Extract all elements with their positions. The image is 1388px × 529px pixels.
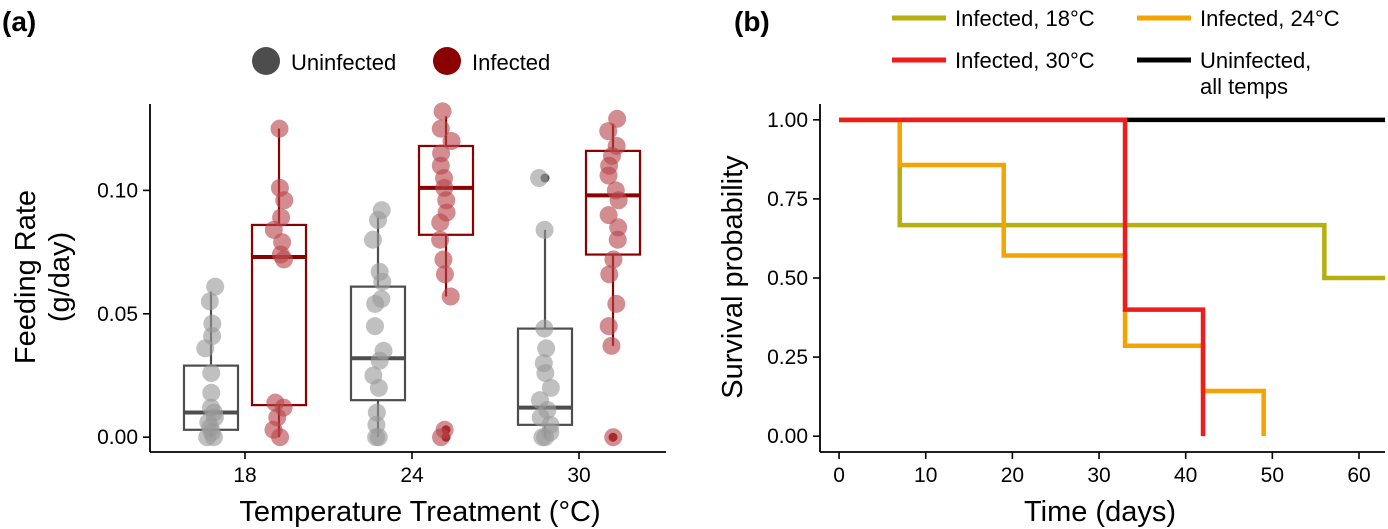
y-tick-label-a: 0.10 xyxy=(97,179,138,202)
panel-a-label: (a) xyxy=(2,6,36,37)
x-ticks-b: 0 10 20 30 40 50 60 xyxy=(833,452,1371,487)
curve-inf24 xyxy=(839,117,1266,437)
curve-inf30 xyxy=(839,117,1206,437)
data-point xyxy=(202,383,221,402)
y-tick-label-b: 0.50 xyxy=(767,267,808,290)
y-axis-title-a-group: Feeding Rate (g/day) xyxy=(10,190,76,364)
data-point xyxy=(203,314,222,333)
data-point xyxy=(607,294,626,313)
legend-label-uninf_all: Uninfected, xyxy=(1200,48,1311,73)
data-point xyxy=(365,317,384,336)
data-point xyxy=(537,339,556,358)
y-tick-label-b: 0.25 xyxy=(767,346,808,369)
data-point xyxy=(535,220,554,239)
panel-b-label: (b) xyxy=(734,6,770,37)
data-point xyxy=(530,169,549,188)
data-point xyxy=(372,289,391,308)
y-ticks-b: 0.00 0.25 0.50 0.75 1.00 xyxy=(767,109,820,448)
legend-label-uninf_all: all temps xyxy=(1200,74,1288,99)
data-point xyxy=(272,208,291,227)
data-point xyxy=(608,109,627,128)
data-point xyxy=(606,181,625,200)
data-point xyxy=(202,398,221,417)
data-point xyxy=(206,277,225,296)
data-point xyxy=(530,391,549,410)
data-point xyxy=(363,230,382,249)
legend-uninfected-label: Uninfected xyxy=(291,50,396,75)
x-tick-label-a: 30 xyxy=(567,464,590,487)
y-tick-label-b: 0.75 xyxy=(767,188,808,211)
plot-area-b xyxy=(839,117,1385,437)
x-tick-label-b: 10 xyxy=(914,464,937,487)
y-tick-label-b: 1.00 xyxy=(767,109,808,132)
x-tick-label-a: 24 xyxy=(400,464,424,487)
data-point xyxy=(442,132,461,151)
data-point xyxy=(602,336,621,355)
plot-area-a xyxy=(182,102,642,447)
x-tick-label-b: 50 xyxy=(1261,464,1284,487)
data-point xyxy=(435,265,454,284)
y-axis-title-a-line2: (g/day) xyxy=(44,232,76,322)
x-axis-title-b: Time (days) xyxy=(1024,496,1176,528)
y-axis-title-a-line1: Feeding Rate xyxy=(10,190,42,364)
data-point xyxy=(364,366,383,385)
data-point xyxy=(435,420,454,439)
legend-infected-label: Infected xyxy=(472,50,550,75)
data-point xyxy=(372,201,391,220)
data-point xyxy=(266,393,285,412)
y-tick-label-a: 0.00 xyxy=(97,426,138,449)
data-point xyxy=(607,136,626,155)
data-point xyxy=(535,319,554,338)
data-point xyxy=(370,262,389,281)
legend-infected-swatch xyxy=(433,47,461,75)
data-point xyxy=(609,218,628,237)
legend-a: Uninfected Infected xyxy=(252,47,550,75)
legend-label-inf24: Infected, 24°C xyxy=(1200,6,1340,31)
data-point xyxy=(599,317,618,336)
data-point xyxy=(270,119,289,138)
data-point xyxy=(270,178,289,197)
y-tick-label-b: 0.00 xyxy=(767,425,808,448)
x-tick-label-b: 20 xyxy=(1001,464,1024,487)
data-point xyxy=(367,403,386,422)
y-axis-title-b: Survival probability xyxy=(717,155,749,399)
legend-label-inf18: Infected, 18°C xyxy=(955,6,1095,31)
data-point xyxy=(431,230,450,249)
data-point xyxy=(431,119,450,138)
y-ticks-a: 0.00 0.05 0.10 xyxy=(97,179,150,449)
x-tick-label-b: 60 xyxy=(1347,464,1370,487)
x-tick-label-a: 18 xyxy=(233,464,256,487)
data-point xyxy=(374,341,393,360)
data-point xyxy=(604,250,623,269)
x-tick-label-b: 30 xyxy=(1087,464,1110,487)
y-tick-label-a: 0.05 xyxy=(97,303,138,326)
x-axis-title-a: Temperature Treatment (°C) xyxy=(239,496,600,528)
x-tick-label-b: 0 xyxy=(833,464,845,487)
legend-uninfected-swatch xyxy=(252,47,280,75)
data-point xyxy=(599,206,618,225)
data-point xyxy=(202,364,221,383)
data-point xyxy=(604,428,623,447)
data-point xyxy=(600,265,619,284)
legend-label-inf30: Infected, 30°C xyxy=(955,48,1095,73)
x-tick-label-b: 40 xyxy=(1174,464,1197,487)
data-point xyxy=(434,250,453,269)
data-point xyxy=(200,292,219,311)
x-ticks-a: 18 24 30 xyxy=(233,452,591,487)
data-point xyxy=(541,378,560,397)
data-point xyxy=(432,144,451,163)
data-point xyxy=(433,102,452,121)
legend-b: Infected, 18°C Infected, 24°C Infected, 30… xyxy=(892,6,1340,99)
data-point xyxy=(534,354,553,373)
data-point xyxy=(441,287,460,306)
